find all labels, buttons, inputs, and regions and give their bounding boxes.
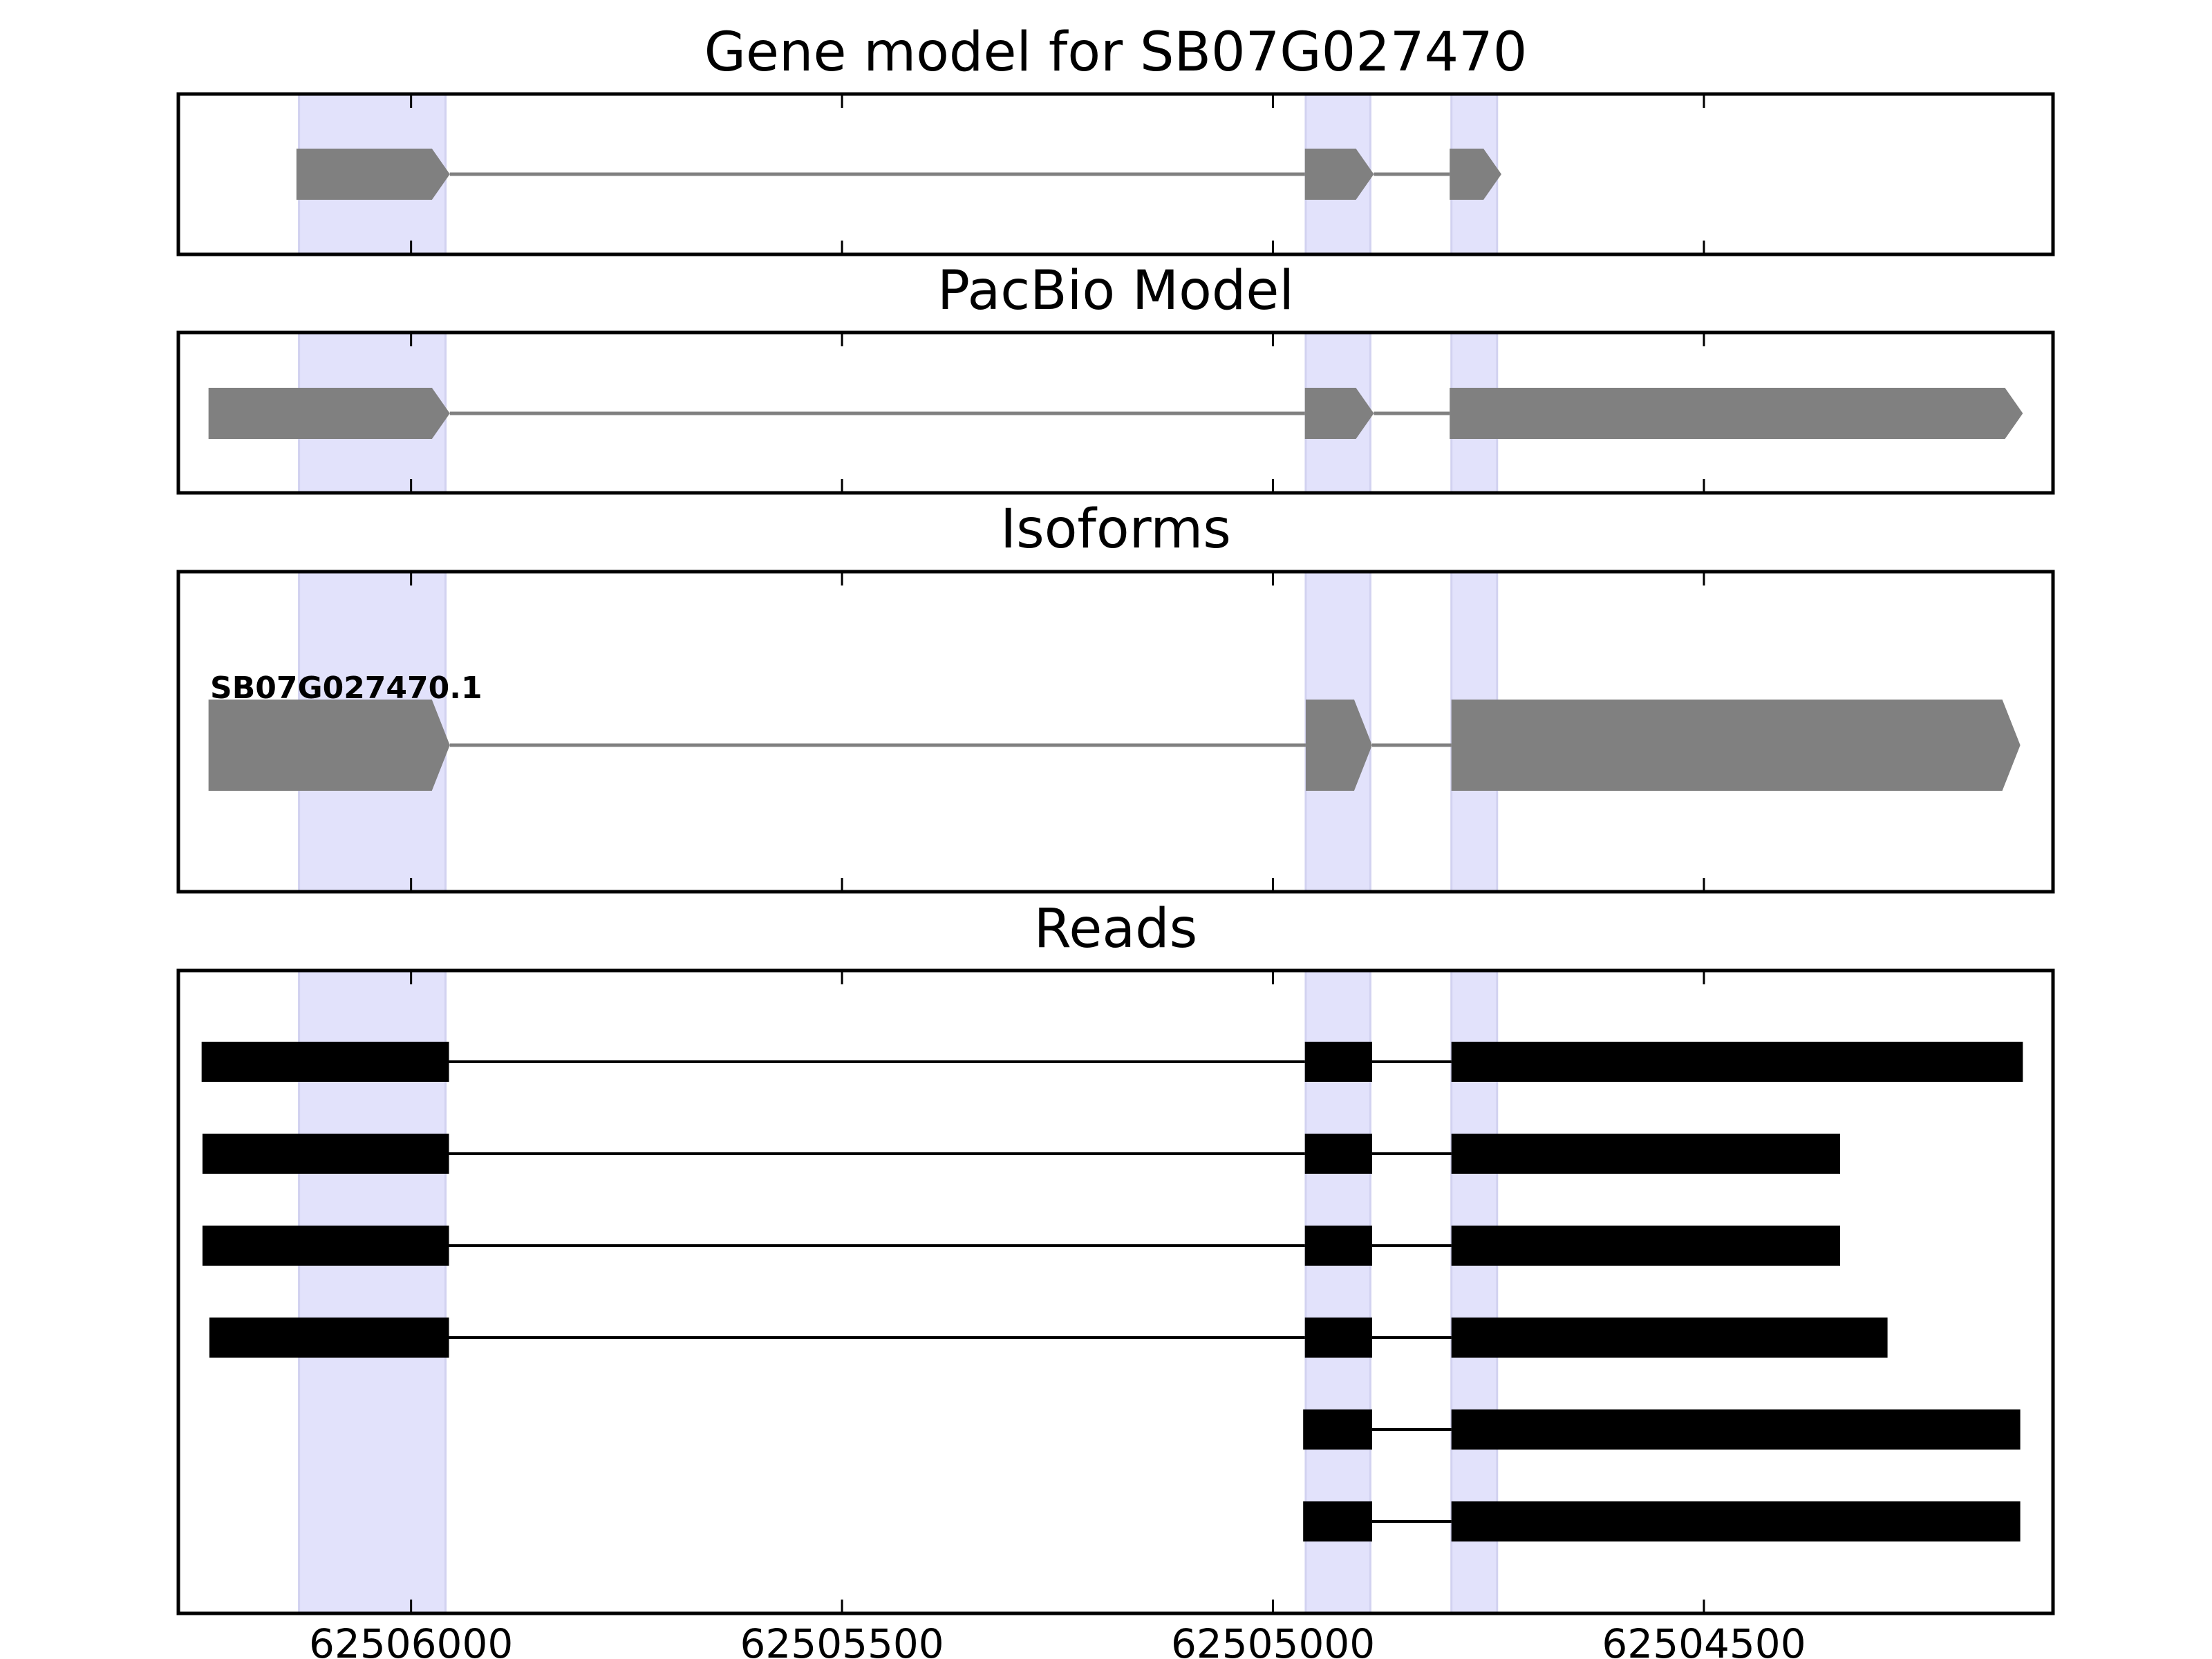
reads-ticks: [410, 971, 1705, 1613]
exon-arrow: [1304, 149, 1374, 200]
reads-frame: [176, 968, 2055, 1615]
exon-arrow: [208, 700, 450, 791]
read-block: [1304, 1318, 1372, 1358]
read-block: [1451, 1134, 1841, 1174]
isoform-label: SB07G027470.1: [210, 671, 482, 706]
exon-arrow: [1305, 700, 1372, 791]
exon-arrow: [1451, 700, 2021, 791]
reads-title: Reads: [1034, 898, 1198, 960]
read-block: [1451, 1501, 2021, 1541]
pacbio-model-ticks: [410, 332, 1705, 493]
x-tick-label: 62506000: [309, 1620, 513, 1659]
read-block: [202, 1134, 449, 1174]
isoforms-frame: [176, 570, 2055, 894]
read-block: [209, 1318, 449, 1358]
gene-model-title: Gene model for SB07G027470: [704, 21, 1528, 84]
x-axis-tick-labels: 62506000 62505500 62505000 62504500: [309, 1620, 1806, 1659]
panel-pacbio-model: PacBio Model: [176, 260, 2055, 495]
pacbio-model-title: PacBio Model: [937, 260, 1294, 322]
read-block: [1303, 1409, 1372, 1450]
gene-model-features: [296, 149, 1501, 200]
exon-arrow: [208, 388, 450, 439]
exon-arrow: [1304, 388, 1374, 439]
gene-model-frame: [176, 92, 2055, 256]
x-tick-label: 62505500: [740, 1620, 944, 1659]
gene-model-ticks: [410, 94, 1705, 254]
isoforms-features: [208, 700, 2021, 791]
panel-isoforms: Isoforms SB07G027470.1: [176, 498, 2055, 894]
exon-arrow: [1450, 388, 2023, 439]
reads-features: [201, 1042, 2023, 1541]
read-block: [1451, 1042, 2023, 1082]
read-block: [1304, 1226, 1372, 1266]
pacbio-model-features: [208, 388, 2023, 439]
read-block: [202, 1226, 449, 1266]
isoforms-ticks: [410, 572, 1705, 892]
read-block: [1451, 1226, 1841, 1266]
read-block: [1451, 1409, 2021, 1450]
panel-reads: Reads: [176, 898, 2055, 1615]
read-block: [1304, 1042, 1372, 1082]
exon-arrow: [296, 149, 450, 200]
read-block: [201, 1042, 449, 1082]
x-tick-label: 62504500: [1602, 1620, 1806, 1659]
panel-gene-model: Gene model for SB07G027470: [176, 21, 2055, 256]
exon-arrow: [1450, 149, 1501, 200]
pacbio-model-frame: [176, 330, 2055, 495]
read-block: [1451, 1318, 1888, 1358]
read-block: [1304, 1134, 1372, 1174]
isoforms-title: Isoforms: [1000, 498, 1231, 561]
x-tick-label: 62505000: [1171, 1620, 1375, 1659]
read-block: [1303, 1501, 1372, 1541]
